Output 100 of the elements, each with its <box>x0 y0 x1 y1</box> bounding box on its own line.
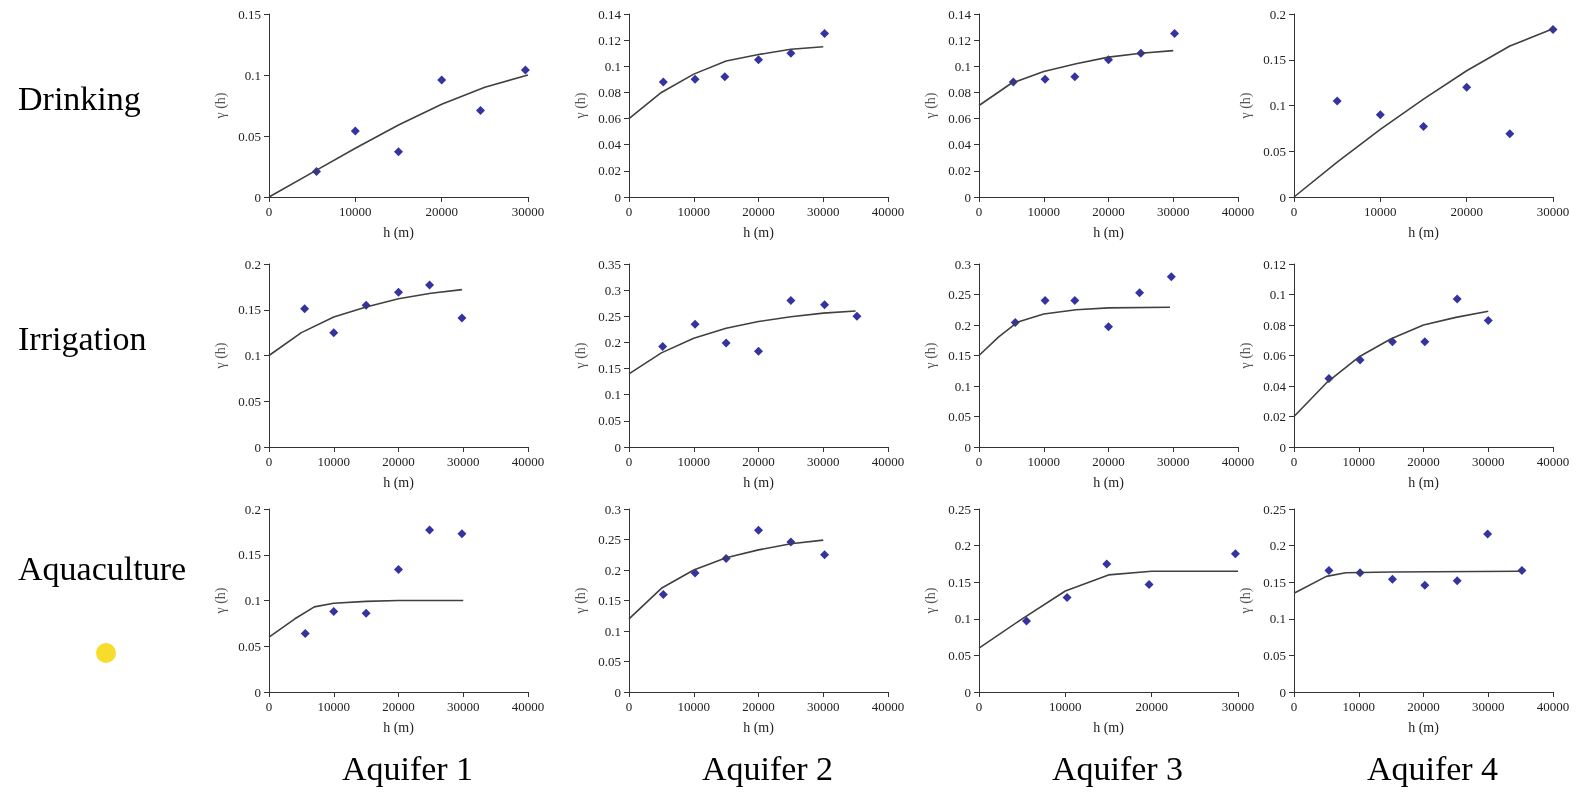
y-tick-label: 0.1 <box>244 67 261 83</box>
x-tick-label: 0 <box>1290 454 1298 469</box>
y-tick-label: 0.05 <box>238 638 261 654</box>
y-tick-label: 0.02 <box>598 163 621 179</box>
y-axis-title: γ (h) <box>1237 92 1254 120</box>
y-tick-label: 0.1 <box>604 58 621 74</box>
y-tick-label: 0.05 <box>238 128 261 144</box>
y-axis-title: γ (h) <box>212 92 229 120</box>
x-tick-label: 10000 <box>317 699 350 714</box>
point <box>1387 574 1397 584</box>
y-tick-label: 0.1 <box>604 387 621 403</box>
x-tick-label: 0 <box>975 454 983 469</box>
y-tick-label: 0.15 <box>238 302 261 318</box>
y-tick-label: 0.05 <box>948 647 971 663</box>
y-tick-label: 0 <box>254 439 261 455</box>
x-tick-label: 10000 <box>317 454 350 469</box>
point <box>394 287 403 297</box>
y-axis-title: γ (h) <box>1237 587 1254 615</box>
y-tick-label: 0.05 <box>598 654 621 669</box>
x-tick-label: 30000 <box>1157 204 1190 219</box>
y-tick-label: 0.04 <box>598 137 622 153</box>
x-tick-label: 10000 <box>677 454 710 469</box>
x-axis-title: h (m) <box>743 719 775 736</box>
point <box>1483 529 1493 539</box>
y-tick-label: 0.05 <box>598 413 621 429</box>
y-tick-label: 0.25 <box>598 532 621 547</box>
point <box>1040 74 1050 84</box>
point <box>690 319 700 329</box>
y-tick-label: 0.1 <box>604 623 621 639</box>
x-tick-label: 10000 <box>1027 204 1060 219</box>
x-tick-label: 0 <box>625 699 633 714</box>
point <box>658 589 668 599</box>
text: Aquifer 2 <box>700 750 835 788</box>
y-tick-label: 0.02 <box>1263 409 1286 424</box>
point <box>425 280 435 290</box>
x-tick-label: 0 <box>625 454 633 469</box>
x-tick-label: 10000 <box>339 204 372 219</box>
x-tick-label: 40000 <box>871 204 905 219</box>
y-tick-label: 0 <box>1279 684 1286 700</box>
y-axis-title: γ (h) <box>922 342 939 370</box>
y-tick-label: 0.2 <box>1269 6 1286 22</box>
x-tick-label: 0 <box>975 204 983 219</box>
point <box>300 304 310 314</box>
x-tick-label: 20000 <box>1135 699 1168 714</box>
point <box>852 311 862 321</box>
point <box>1420 580 1430 590</box>
point <box>1021 616 1031 626</box>
y-tick-label: 0 <box>254 684 261 700</box>
point <box>658 77 668 87</box>
point <box>1332 96 1342 106</box>
y-tick-label: 0.12 <box>948 32 971 48</box>
line-series <box>978 49 1175 107</box>
x-tick-label: 10000 <box>1027 454 1060 469</box>
y-tick-label: 0.2 <box>604 334 621 350</box>
y-axis-title: γ (h) <box>922 92 939 120</box>
point <box>754 525 763 535</box>
line-series <box>978 306 1171 357</box>
point <box>1419 122 1428 132</box>
point <box>1324 565 1334 575</box>
x-tick-label: 30000 <box>1472 454 1505 469</box>
x-axis-title: h (m) <box>383 474 415 491</box>
y-tick-label: 0.05 <box>948 409 971 424</box>
y-tick-label: 0 <box>614 684 621 700</box>
y-tick-label: 0.25 <box>1263 501 1286 517</box>
y-tick-label: 0 <box>614 439 621 455</box>
point <box>361 608 371 618</box>
y-tick-label: 0.08 <box>598 84 621 100</box>
x-tick-label: 40000 <box>1536 699 1570 714</box>
x-tick-label: 30000 <box>1157 454 1190 469</box>
y-tick-label: 0.3 <box>954 256 971 272</box>
x-tick-label: 0 <box>265 454 273 469</box>
y-axis-title: γ (h) <box>1237 342 1254 370</box>
point <box>720 72 730 82</box>
line-series <box>978 570 1239 649</box>
y-tick-label: 0.35 <box>598 256 621 272</box>
x-tick-label: 0 <box>1290 204 1298 219</box>
x-axis-title: h (m) <box>1093 719 1125 736</box>
y-tick-label: 0.1 <box>954 58 971 74</box>
y-tick-label: 0 <box>964 189 971 205</box>
point <box>820 300 830 310</box>
y-tick-label: 0.05 <box>1263 647 1286 663</box>
y-tick-label: 0.08 <box>1263 317 1286 333</box>
point <box>329 606 339 616</box>
text: Aquifer 4 <box>1365 750 1500 788</box>
point <box>1062 593 1072 603</box>
point <box>394 564 403 574</box>
y-tick-label: 0.02 <box>948 163 971 179</box>
point <box>1170 29 1180 39</box>
y-tick-label: 0.15 <box>948 348 971 363</box>
x-tick-label: 40000 <box>1221 454 1255 469</box>
point <box>1144 579 1154 589</box>
point <box>1166 272 1176 282</box>
x-tick-label: 30000 <box>807 454 840 469</box>
text: Irrigation <box>18 320 147 358</box>
y-axis-title: γ (h) <box>572 587 589 615</box>
y-tick-label: 0.2 <box>954 538 971 554</box>
y-tick-label: 0.04 <box>1263 378 1287 394</box>
y-axis-title: γ (h) <box>212 587 229 615</box>
x-tick-label: 40000 <box>1536 454 1570 469</box>
y-tick-label: 0.3 <box>604 282 621 298</box>
